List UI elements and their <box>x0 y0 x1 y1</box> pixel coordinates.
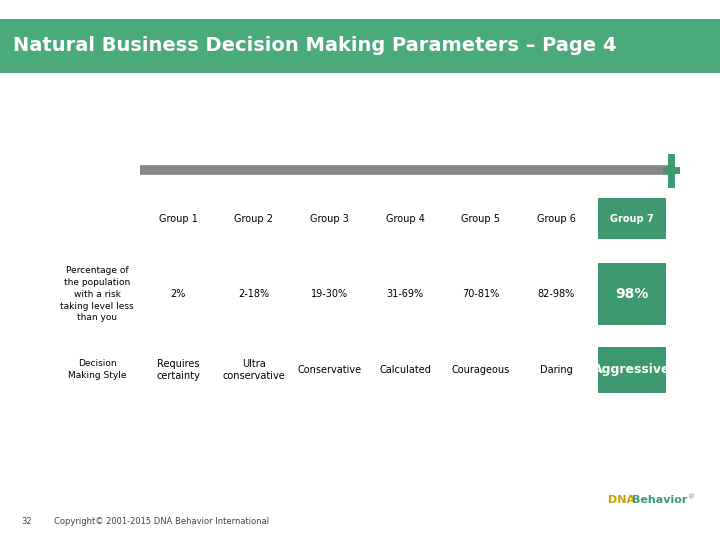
Text: Group 4: Group 4 <box>386 214 424 224</box>
Text: Courageous: Courageous <box>451 365 510 375</box>
Text: Group 3: Group 3 <box>310 214 348 224</box>
Text: 31-69%: 31-69% <box>387 289 423 299</box>
Text: Copyright© 2001-2015 DNA Behavior International: Copyright© 2001-2015 DNA Behavior Intern… <box>54 517 269 526</box>
Text: Group 6: Group 6 <box>537 214 575 224</box>
Text: Requires
certainty: Requires certainty <box>156 359 200 381</box>
Text: Decision
Making Style: Decision Making Style <box>68 360 127 380</box>
Text: Daring: Daring <box>540 365 572 375</box>
Text: Group 1: Group 1 <box>159 214 197 224</box>
Text: DNA: DNA <box>608 495 639 505</box>
Text: 2-18%: 2-18% <box>238 289 269 299</box>
Text: 19-30%: 19-30% <box>311 289 348 299</box>
Text: ®: ® <box>688 495 695 501</box>
Text: Aggressive: Aggressive <box>593 363 670 376</box>
Text: 98%: 98% <box>615 287 649 301</box>
Text: Group 2: Group 2 <box>234 214 274 224</box>
Text: Natural Business Decision Making Parameters – Page 4: Natural Business Decision Making Paramet… <box>13 36 616 56</box>
Text: 32: 32 <box>22 517 32 526</box>
Text: Conservative: Conservative <box>297 365 361 375</box>
Text: Calculated: Calculated <box>379 365 431 375</box>
Text: Behavior: Behavior <box>632 495 688 505</box>
Text: Ultra
conservative: Ultra conservative <box>222 359 285 381</box>
Text: Group 5: Group 5 <box>461 214 500 224</box>
Text: 70-81%: 70-81% <box>462 289 499 299</box>
Text: Group 7: Group 7 <box>610 214 654 224</box>
Text: Percentage of
the population
with a risk
taking level less
than you: Percentage of the population with a risk… <box>60 266 134 322</box>
Text: 2%: 2% <box>171 289 186 299</box>
Text: 82-98%: 82-98% <box>538 289 575 299</box>
